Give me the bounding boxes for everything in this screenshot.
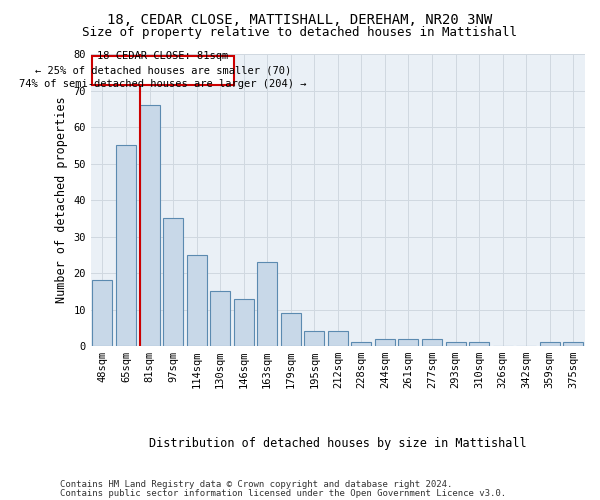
Bar (140, 105, 160, 346)
Bar (398, 338, 418, 346)
Bar (563, 342, 583, 346)
Bar (281, 313, 301, 346)
Text: Contains public sector information licensed under the Open Government Licence v3: Contains public sector information licen… (60, 488, 506, 498)
Bar (422, 338, 442, 346)
Bar (539, 342, 560, 346)
Bar (92, 280, 112, 346)
Bar (469, 342, 489, 346)
X-axis label: Distribution of detached houses by size in Mattishall: Distribution of detached houses by size … (149, 437, 527, 450)
Y-axis label: Number of detached properties: Number of detached properties (55, 96, 68, 304)
Bar (233, 298, 254, 346)
Bar (116, 146, 136, 346)
FancyBboxPatch shape (92, 56, 234, 85)
Bar (304, 332, 324, 346)
Bar (187, 255, 206, 346)
Bar (163, 218, 183, 346)
Text: Size of property relative to detached houses in Mattishall: Size of property relative to detached ho… (83, 26, 517, 39)
Bar (446, 342, 466, 346)
Text: Contains HM Land Registry data © Crown copyright and database right 2024.: Contains HM Land Registry data © Crown c… (60, 480, 452, 489)
Text: 18 CEDAR CLOSE: 81sqm
← 25% of detached houses are smaller (70)
74% of semi-deta: 18 CEDAR CLOSE: 81sqm ← 25% of detached … (19, 52, 307, 90)
Bar (352, 342, 371, 346)
Bar (328, 332, 348, 346)
Bar (257, 262, 277, 346)
Text: 18, CEDAR CLOSE, MATTISHALL, DEREHAM, NR20 3NW: 18, CEDAR CLOSE, MATTISHALL, DEREHAM, NR… (107, 12, 493, 26)
Bar (375, 338, 395, 346)
Bar (210, 292, 230, 346)
